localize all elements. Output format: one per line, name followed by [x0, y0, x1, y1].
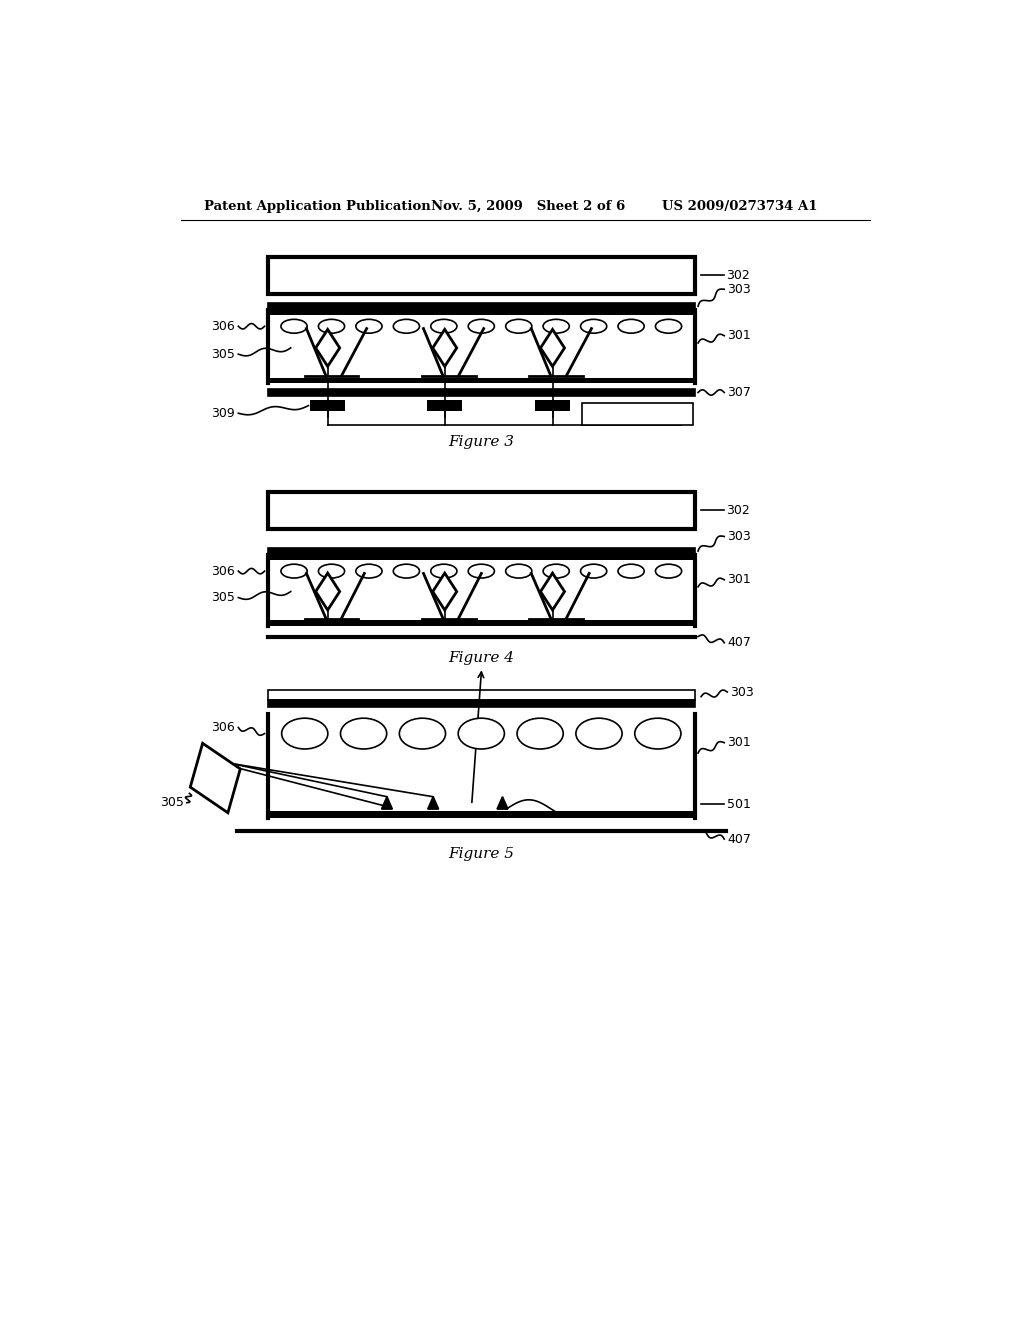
Bar: [427, 400, 463, 411]
Bar: [582, 404, 693, 425]
Bar: [267, 492, 695, 529]
Text: 306: 306: [212, 721, 236, 734]
Polygon shape: [190, 743, 241, 813]
Ellipse shape: [635, 718, 681, 748]
Bar: [267, 548, 695, 554]
Text: 501: 501: [727, 797, 751, 810]
Bar: [267, 548, 695, 554]
Polygon shape: [428, 797, 438, 809]
Ellipse shape: [543, 319, 569, 333]
Text: 301: 301: [727, 573, 751, 586]
Text: Image Processor: Image Processor: [591, 409, 683, 418]
Ellipse shape: [575, 718, 623, 748]
Text: 307: 307: [727, 385, 752, 399]
Bar: [267, 554, 695, 626]
Ellipse shape: [458, 718, 505, 748]
Text: 303: 303: [727, 282, 751, 296]
Bar: [267, 304, 695, 310]
Ellipse shape: [318, 319, 345, 333]
Ellipse shape: [341, 718, 387, 748]
Bar: [267, 700, 695, 708]
Ellipse shape: [581, 564, 607, 578]
Bar: [267, 389, 695, 396]
Text: 301: 301: [727, 737, 751, 750]
Text: 407: 407: [727, 636, 752, 649]
Ellipse shape: [581, 319, 607, 333]
Ellipse shape: [318, 564, 345, 578]
Ellipse shape: [506, 319, 531, 333]
Ellipse shape: [393, 564, 420, 578]
Polygon shape: [541, 573, 564, 610]
Ellipse shape: [399, 718, 445, 748]
Ellipse shape: [506, 564, 531, 578]
Text: 305: 305: [211, 347, 236, 360]
Bar: [267, 812, 695, 817]
Bar: [267, 554, 695, 561]
Ellipse shape: [543, 564, 569, 578]
Bar: [310, 400, 345, 411]
Text: Figure 5: Figure 5: [447, 847, 514, 862]
Text: 301: 301: [727, 329, 751, 342]
Ellipse shape: [468, 564, 495, 578]
Ellipse shape: [282, 718, 328, 748]
Text: 303: 303: [727, 529, 751, 543]
Ellipse shape: [393, 319, 420, 333]
Text: Figure 4: Figure 4: [447, 651, 514, 665]
Ellipse shape: [517, 718, 563, 748]
Text: 305: 305: [160, 796, 183, 809]
Text: 302: 302: [727, 504, 751, 517]
Text: Figure 3: Figure 3: [447, 434, 514, 449]
Text: Patent Application Publication: Patent Application Publication: [204, 199, 430, 213]
Ellipse shape: [655, 319, 682, 333]
Polygon shape: [541, 330, 564, 367]
Text: US 2009/0273734 A1: US 2009/0273734 A1: [662, 199, 817, 213]
Bar: [267, 700, 695, 708]
Bar: [267, 620, 695, 626]
Bar: [267, 310, 695, 383]
Text: 306: 306: [212, 565, 236, 578]
Polygon shape: [433, 573, 457, 610]
Polygon shape: [315, 573, 340, 610]
Text: 407: 407: [727, 833, 752, 846]
Polygon shape: [433, 330, 457, 367]
Text: 309: 309: [212, 407, 236, 420]
Polygon shape: [315, 330, 340, 367]
Text: 305: 305: [211, 591, 236, 605]
Bar: [267, 690, 695, 700]
Ellipse shape: [618, 564, 644, 578]
Ellipse shape: [468, 319, 495, 333]
Ellipse shape: [281, 564, 307, 578]
Text: 302: 302: [727, 269, 751, 282]
Text: 303: 303: [730, 685, 754, 698]
Bar: [535, 400, 570, 411]
Bar: [267, 304, 695, 310]
Ellipse shape: [655, 564, 682, 578]
Text: Nov. 5, 2009   Sheet 2 of 6: Nov. 5, 2009 Sheet 2 of 6: [431, 199, 625, 213]
Bar: [267, 389, 695, 396]
Polygon shape: [497, 797, 508, 809]
Bar: [267, 257, 695, 294]
Ellipse shape: [431, 319, 457, 333]
Polygon shape: [382, 797, 392, 809]
Bar: [267, 310, 695, 315]
Text: 306: 306: [212, 319, 236, 333]
Bar: [267, 378, 695, 383]
Bar: [267, 714, 695, 817]
Ellipse shape: [618, 319, 644, 333]
Ellipse shape: [356, 564, 382, 578]
Ellipse shape: [431, 564, 457, 578]
Ellipse shape: [356, 319, 382, 333]
Ellipse shape: [281, 319, 307, 333]
